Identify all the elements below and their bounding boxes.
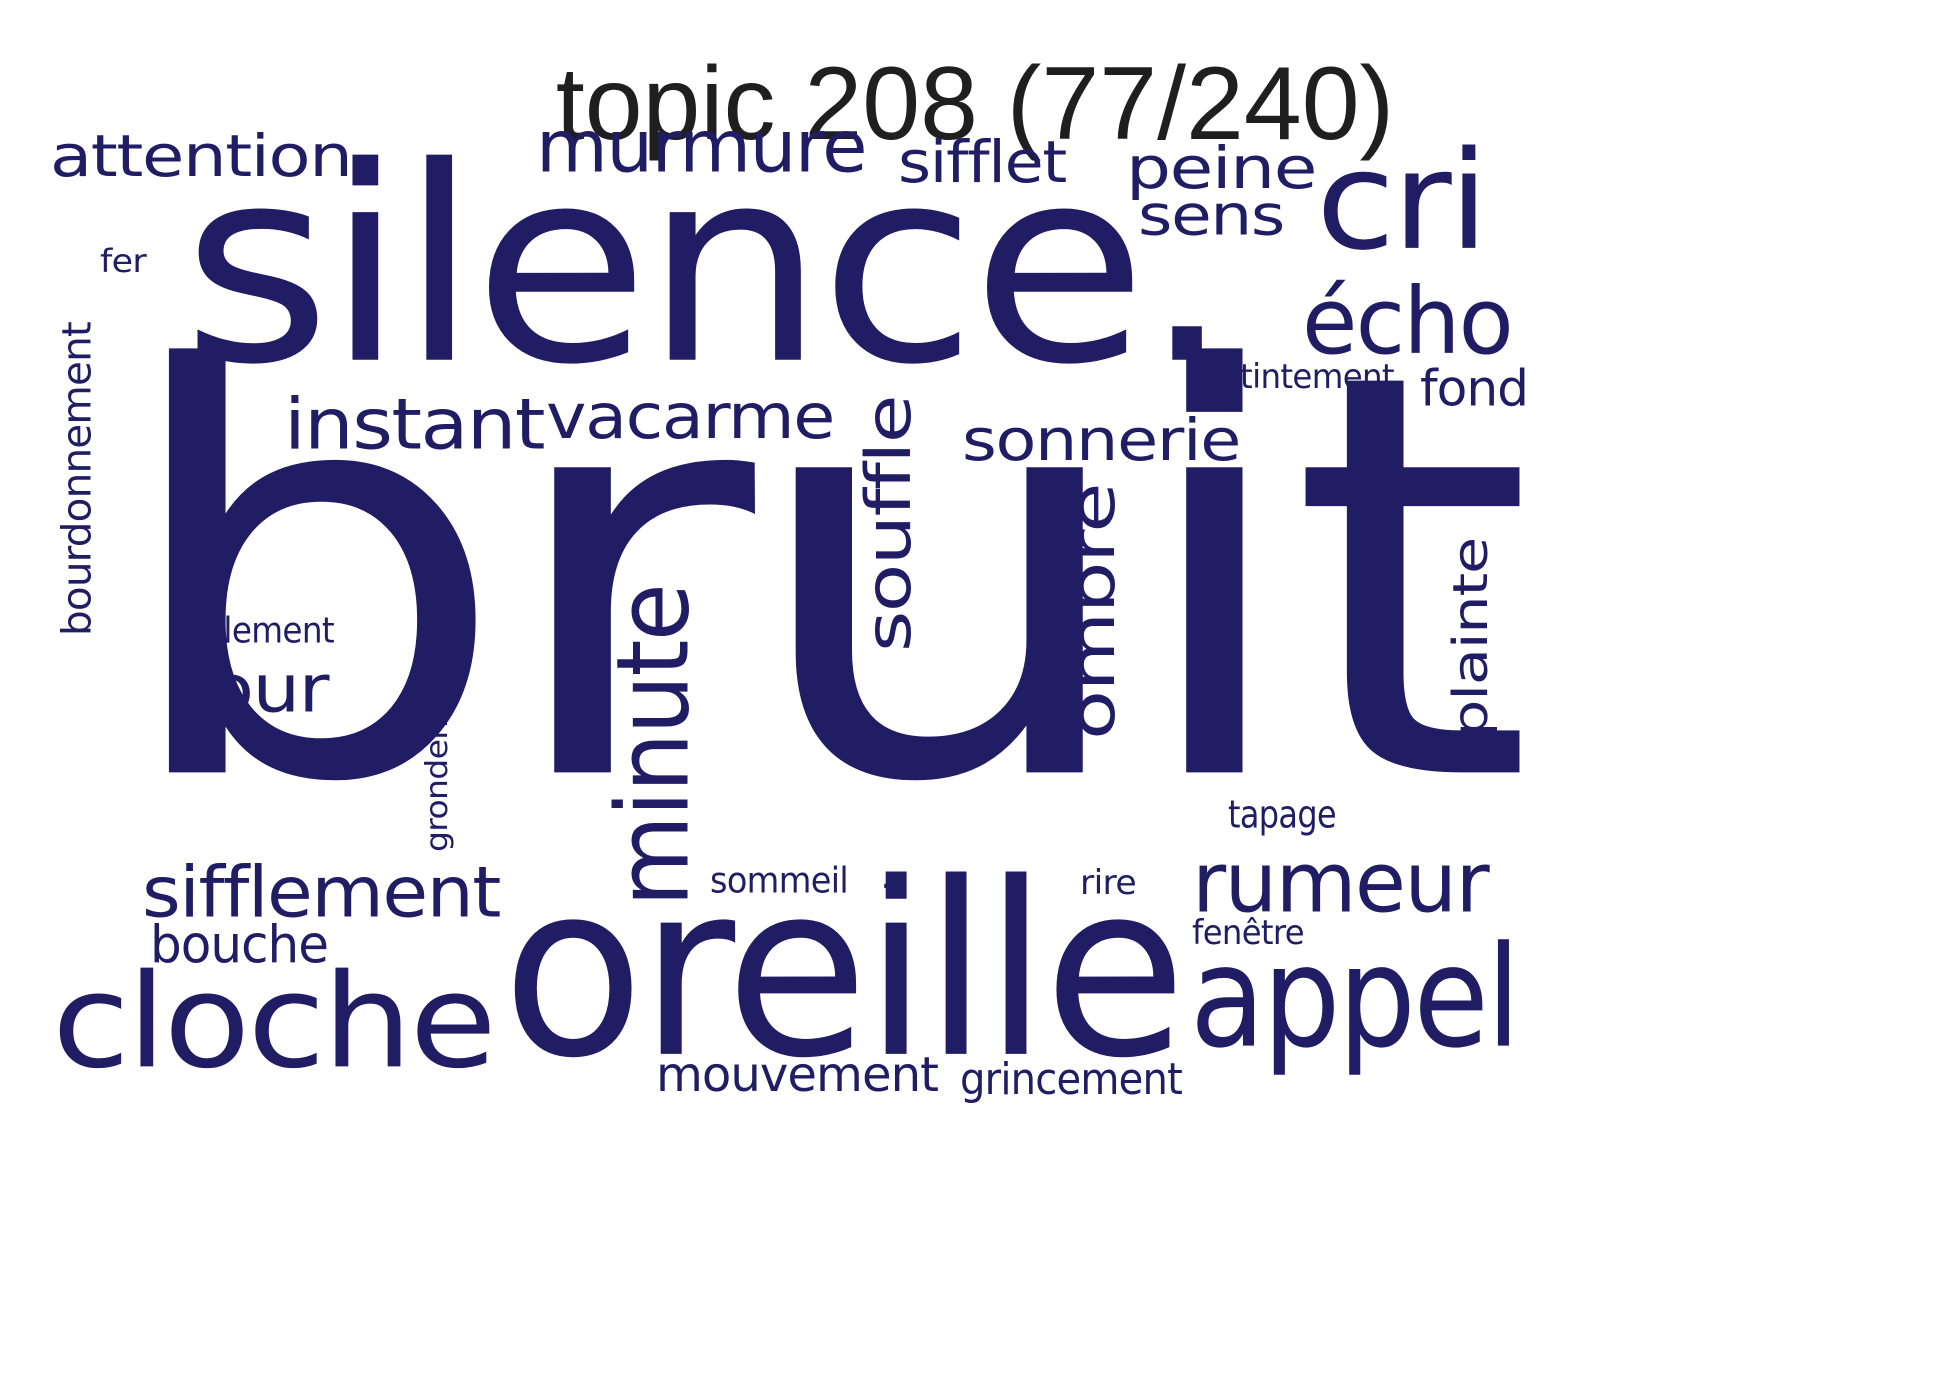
word-minute: minute (595, 585, 712, 907)
word-fond: fond (1420, 359, 1529, 418)
word-roulement: roulement (172, 610, 335, 652)
word-dot: . (872, 856, 908, 897)
word-mouvement: mouvement (656, 1047, 939, 1103)
word-grondement: grondement (419, 655, 455, 852)
word-appel: appel (1190, 915, 1520, 1079)
word-fenetre: fenêtre (1192, 912, 1305, 953)
word-bruit: bruit (112, 255, 1534, 905)
word-souffle: souffle (852, 396, 925, 652)
word-grincement: grincement (960, 1054, 1183, 1106)
word-bourdonnement: bourdonnement (54, 321, 101, 636)
word-bouche: bouche (150, 915, 329, 976)
word-tapage: tapage (1228, 792, 1337, 837)
word-sommeil: sommeil (710, 860, 849, 902)
word-rire: rire (1080, 862, 1137, 903)
word-sonnerie: sonnerie (962, 406, 1241, 475)
word-plainte: plainte (1443, 537, 1499, 738)
word-sifflement: sifflement (142, 851, 501, 934)
word-sifflet: sifflet (898, 128, 1067, 197)
word-tintement: tintement (1240, 356, 1395, 397)
page-title: topic 208 (77/240) (555, 46, 1395, 162)
word-instant: instant (284, 383, 546, 466)
word-vacarme: vacarme (546, 380, 835, 453)
word-echo: écho (1302, 268, 1514, 376)
word-peine: peine (1126, 134, 1317, 203)
word-rumeur: rumeur (1192, 834, 1490, 932)
word-silence: silence. (182, 108, 1233, 424)
word-sens: sens (1138, 183, 1285, 249)
word-ombre: ombre (1056, 484, 1129, 740)
word-attention: attention. (50, 122, 373, 191)
word-fer: fer (100, 243, 147, 281)
word-cloche: cloche (52, 946, 497, 1098)
word-oreille: oreille (502, 831, 1187, 1112)
word-tour: tour (180, 650, 330, 728)
word-cri: cri (1316, 121, 1489, 281)
word-murmure: murmure (536, 105, 867, 189)
